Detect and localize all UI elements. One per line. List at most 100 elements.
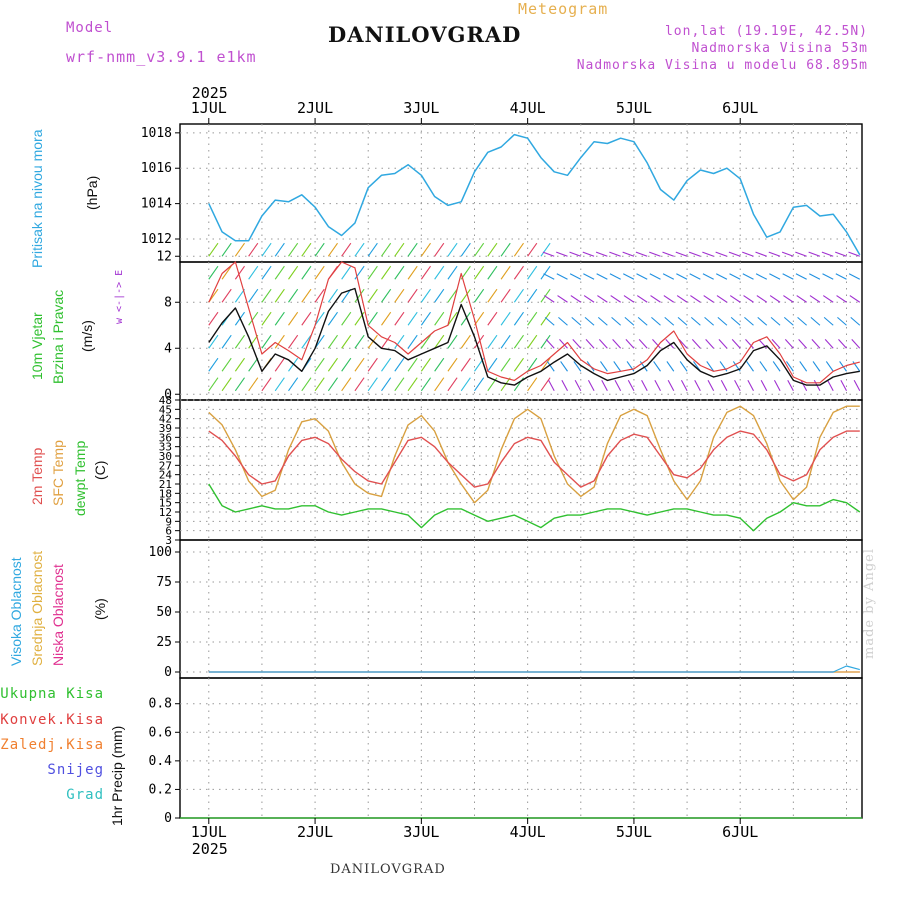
wind-barb (797, 316, 808, 326)
top-axis-day-label: 2JUL (297, 99, 333, 117)
wind-barb (569, 273, 582, 280)
wind-barb (341, 265, 352, 280)
wind-barb (734, 379, 741, 392)
wind-barb (542, 251, 555, 257)
wind-barb (664, 316, 675, 326)
wind-barb (513, 334, 524, 349)
wind-barb (824, 338, 834, 349)
wind-barb (678, 338, 688, 349)
wind-barb (381, 377, 392, 392)
wind-barb (636, 273, 648, 280)
wind-barb (731, 338, 741, 349)
wind-barb (221, 288, 232, 303)
wind-barb (261, 377, 272, 392)
wind-barb (614, 379, 622, 392)
wind-barb (543, 273, 555, 280)
wind-barb (587, 379, 595, 392)
wind-barb (407, 377, 418, 392)
wind-barb (434, 377, 445, 392)
wind-barb (676, 273, 688, 280)
wind-barb (787, 379, 794, 392)
wind-barb (540, 334, 551, 349)
wind-barb (600, 361, 608, 372)
wind-barb (314, 357, 325, 372)
wind-barb (690, 316, 701, 326)
y-tick-label: 12 (159, 506, 172, 519)
wind-barb (840, 379, 847, 392)
y-tick-label: 0 (164, 811, 172, 826)
model-label: Model (66, 20, 114, 36)
panel-frame-pressure (179, 123, 863, 263)
wind-barb (354, 334, 365, 349)
wind-barb (745, 338, 754, 349)
wind-barb (853, 379, 861, 392)
wind-barb (597, 295, 608, 303)
wind-barb (500, 357, 511, 372)
wind-barb (611, 316, 622, 326)
wind-barb (716, 295, 728, 303)
wind-barb (394, 242, 405, 257)
wind-barb (691, 338, 701, 349)
top-axis-day-label: 4JUL (510, 99, 546, 117)
wind-barb (208, 357, 219, 372)
wind-barb (540, 242, 551, 257)
wind-barb (301, 311, 312, 326)
wind-barb (653, 361, 661, 372)
top-axis-day-label: 3JUL (403, 99, 439, 117)
wind-barb (341, 357, 352, 372)
wind-barb (288, 265, 299, 280)
wind-barb (288, 377, 299, 392)
page-title: DANILOVGRAD (328, 22, 522, 47)
wind-barb (487, 265, 498, 280)
wind-barb (274, 242, 285, 257)
wind-barb (420, 242, 431, 257)
panel-frame-precipitation (179, 677, 863, 819)
wind-barb (394, 288, 405, 303)
y-tick-label: 12 (156, 249, 172, 264)
bottom-axis-day-label: 5JUL (616, 823, 652, 841)
wind-barb (447, 377, 458, 392)
wind-barb (527, 334, 538, 349)
wind-barb (327, 377, 338, 392)
wind-barb (381, 311, 392, 326)
wind-barb (596, 273, 608, 280)
wind-barb (623, 295, 635, 303)
wind-barb (234, 242, 245, 257)
wind-barb (744, 316, 754, 326)
wind-barb (420, 357, 431, 372)
wind-barb (221, 334, 232, 349)
wind-barb (583, 295, 595, 303)
wind-barb (702, 251, 714, 257)
wind-barb (598, 338, 608, 349)
legend-grad: Grad (66, 787, 104, 803)
wind-barb (434, 311, 445, 326)
wind-barb (689, 273, 701, 280)
wind-barb (527, 288, 538, 303)
wind-barb (500, 242, 511, 257)
wind-barb (662, 251, 674, 257)
wind-barb (434, 265, 445, 280)
wind-barb (545, 338, 555, 349)
meteogram-label: Meteogram (518, 0, 609, 18)
wind-barb (755, 251, 767, 257)
y-tick-label: 39 (159, 422, 172, 435)
wind-barb (582, 251, 595, 257)
wind-barb (835, 273, 847, 280)
wind-barb (570, 295, 582, 303)
wind-barb (543, 295, 555, 303)
wind-barb (500, 334, 511, 349)
wind-barb (771, 338, 781, 349)
wind-barb (261, 334, 272, 349)
y-tick-label: 4 (164, 341, 172, 356)
wind-barb (770, 316, 781, 326)
wind-barb (367, 377, 378, 392)
wind-barb (759, 361, 768, 372)
wind-barb (715, 273, 728, 280)
wind-barb (823, 316, 834, 326)
wind-barb (354, 377, 365, 392)
wind-barb (756, 295, 768, 303)
wind-barb (314, 311, 325, 326)
pressure-series-line (208, 133, 861, 256)
temp2m-series-line (208, 430, 860, 488)
